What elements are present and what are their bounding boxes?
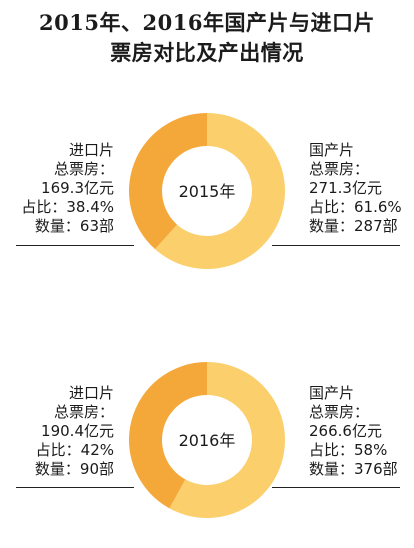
donut-center-label-2015: 2015年 xyxy=(179,182,236,201)
donut-center-label-2016: 2016年 xyxy=(179,431,236,450)
label-2016-domestic-box-office-title: 总票房： xyxy=(309,403,370,421)
label-2015-domestic-box-office: 271.3亿元 xyxy=(309,179,382,197)
label-2016-imported-box-office: 190.4亿元 xyxy=(41,422,114,440)
label-2015-domestic: 国产片 总票房： 271.3亿元 占比：61.6% 数量：287部 xyxy=(309,141,402,236)
label-2015-domestic-count: 数量：287部 xyxy=(309,217,398,235)
label-2015-imported-name: 进口片 xyxy=(68,141,114,159)
label-2016-domestic-count: 数量：376部 xyxy=(309,460,398,478)
label-2016-domestic-share: 占比：58% xyxy=(309,441,388,459)
donut-slice-2016-imported xyxy=(128,362,207,509)
label-2015-imported-share: 占比：38.4% xyxy=(21,198,114,216)
donut-slice-2016-domestic xyxy=(169,362,285,518)
label-2015-imported-box-office-title: 总票房： xyxy=(53,160,114,178)
label-2015-imported-count: 数量：63部 xyxy=(34,217,114,235)
label-2015-domestic-share: 占比：61.6% xyxy=(309,198,402,216)
label-2016-domestic: 国产片 总票房： 266.6亿元 占比：58% 数量：376部 xyxy=(309,384,398,479)
label-2015-domestic-name: 国产片 xyxy=(309,141,355,159)
label-2016-imported-name: 进口片 xyxy=(68,384,114,402)
leader-line-2015-domestic xyxy=(272,245,400,246)
label-2016-imported-count: 数量：90部 xyxy=(34,460,114,478)
label-2015-imported-box-office: 169.3亿元 xyxy=(41,179,114,197)
chart-title: 2015年、2016年国产片与进口片 票房对比及产出情况 xyxy=(0,8,414,68)
label-2015-domestic-box-office-title: 总票房： xyxy=(309,160,370,178)
chart-title-line-2: 票房对比及产出情况 xyxy=(110,40,304,65)
label-2016-imported-share: 占比：42% xyxy=(35,441,114,459)
chart-title-line-1: 2015年、2016年国产片与进口片 xyxy=(39,10,375,35)
label-2016-imported: 进口片 总票房： 190.4亿元 占比：42% 数量：90部 xyxy=(35,384,114,479)
donut-slice-2015-imported xyxy=(129,113,207,250)
label-2016-domestic-box-office: 266.6亿元 xyxy=(309,422,382,440)
leader-line-2015-imported xyxy=(16,245,134,246)
leader-line-2016-domestic xyxy=(272,487,400,488)
leader-line-2016-imported xyxy=(16,487,134,488)
label-2015-imported: 进口片 总票房： 169.3亿元 占比：38.4% 数量：63部 xyxy=(21,141,114,236)
label-2016-domestic-name: 国产片 xyxy=(309,384,355,402)
label-2016-imported-box-office-title: 总票房： xyxy=(53,403,114,421)
donut-slice-2015-domestic xyxy=(155,113,285,269)
